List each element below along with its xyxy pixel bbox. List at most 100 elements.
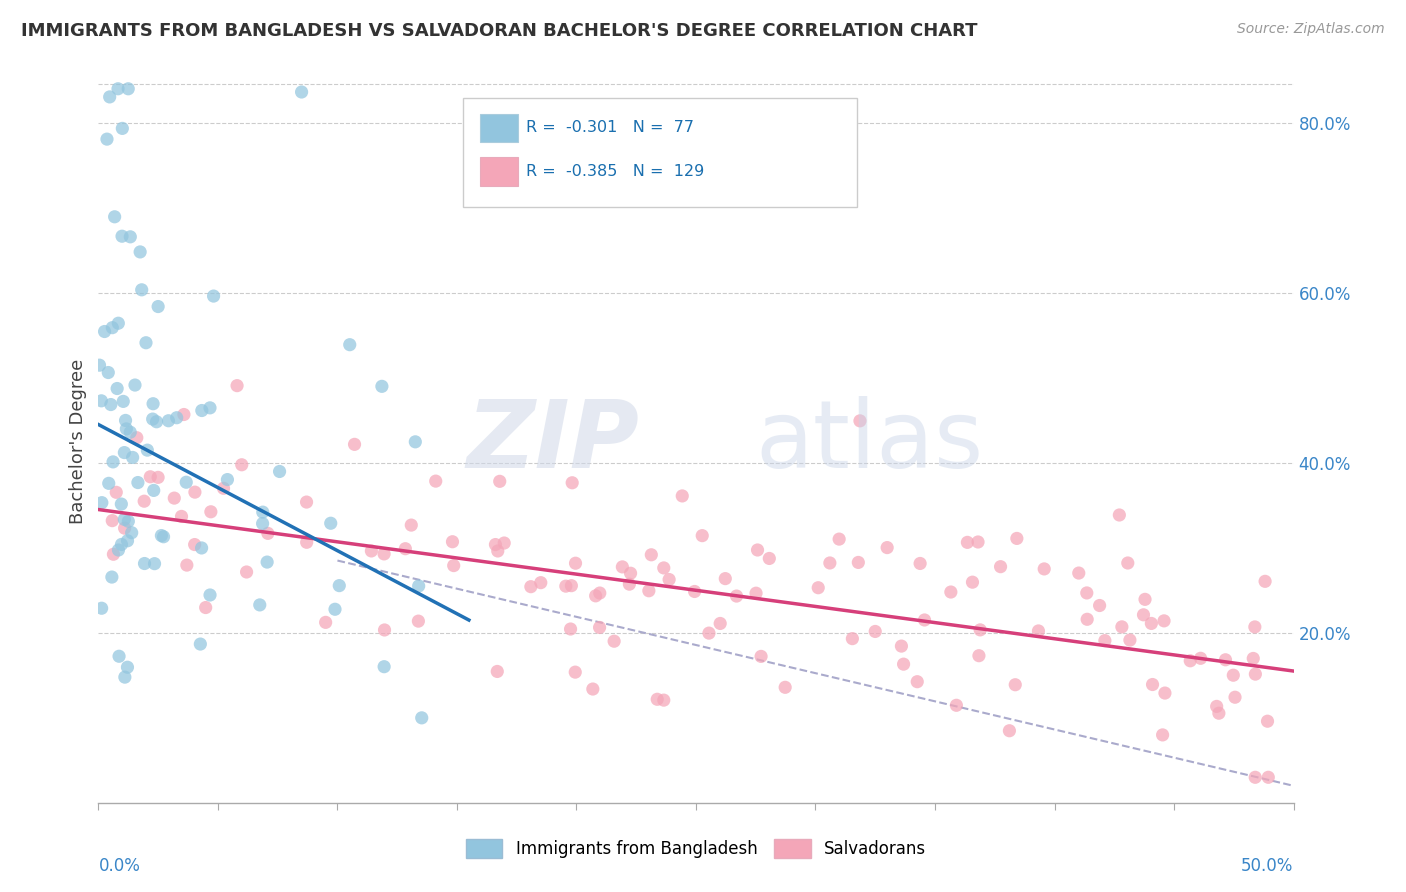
Point xyxy=(876,541,898,555)
FancyBboxPatch shape xyxy=(479,157,517,186)
Point xyxy=(295,495,318,509)
Point xyxy=(295,535,318,549)
Point xyxy=(252,516,274,531)
Point xyxy=(89,358,111,372)
Point xyxy=(166,410,188,425)
Point xyxy=(905,674,928,689)
Point xyxy=(1257,770,1279,784)
Point xyxy=(371,379,394,393)
Point xyxy=(1254,574,1277,589)
Point xyxy=(202,289,225,303)
Point xyxy=(645,692,668,706)
Point xyxy=(612,560,634,574)
Point xyxy=(582,681,605,696)
Point xyxy=(101,320,124,334)
Point xyxy=(956,535,979,549)
Point xyxy=(134,557,156,571)
Point xyxy=(1223,690,1246,705)
Point xyxy=(145,415,167,429)
Legend: Immigrants from Bangladesh, Salvadorans: Immigrants from Bangladesh, Salvadorans xyxy=(457,830,935,867)
Point xyxy=(697,626,720,640)
Point xyxy=(1243,620,1265,634)
Point xyxy=(200,505,222,519)
Point xyxy=(640,548,662,562)
Point xyxy=(231,458,253,472)
Point xyxy=(117,533,139,548)
Point xyxy=(257,526,280,541)
Point xyxy=(1241,651,1264,665)
Point xyxy=(1180,654,1202,668)
Point xyxy=(1140,616,1163,631)
Text: 0.0%: 0.0% xyxy=(98,857,141,875)
Point xyxy=(110,537,132,551)
Point xyxy=(373,547,395,561)
Point xyxy=(1244,770,1267,784)
Point xyxy=(749,649,772,664)
Point xyxy=(893,657,915,672)
Point xyxy=(408,579,430,593)
Point xyxy=(142,412,165,426)
Point xyxy=(315,615,337,630)
Point xyxy=(1067,566,1090,580)
Point xyxy=(1004,678,1026,692)
Point xyxy=(1005,532,1028,546)
Point xyxy=(134,494,156,508)
Text: R =  -0.301   N =  77: R = -0.301 N = 77 xyxy=(526,120,695,136)
Point xyxy=(101,514,124,528)
Point xyxy=(101,455,124,469)
Point xyxy=(115,422,138,436)
Point xyxy=(554,579,576,593)
Point xyxy=(709,616,731,631)
Point xyxy=(103,547,125,561)
Point xyxy=(603,634,626,648)
Point xyxy=(1208,706,1230,721)
Point xyxy=(107,316,129,330)
Point xyxy=(100,398,122,412)
Point xyxy=(1189,651,1212,665)
Point xyxy=(93,325,115,339)
Point xyxy=(125,431,148,445)
Point xyxy=(404,434,426,449)
Point xyxy=(190,541,212,555)
Point xyxy=(127,475,149,490)
Point xyxy=(1119,633,1142,648)
Point xyxy=(714,572,737,586)
Point xyxy=(1111,620,1133,634)
Point xyxy=(690,529,713,543)
Point xyxy=(890,639,912,653)
Point xyxy=(131,283,153,297)
Point xyxy=(226,378,249,392)
Point xyxy=(139,470,162,484)
Point xyxy=(373,623,395,637)
Point xyxy=(184,485,207,500)
Point xyxy=(394,541,416,556)
Point xyxy=(97,476,120,491)
Point xyxy=(114,413,136,427)
Point xyxy=(114,670,136,684)
Point xyxy=(637,583,659,598)
Point xyxy=(725,589,748,603)
Point xyxy=(560,622,582,636)
Text: atlas: atlas xyxy=(756,395,984,488)
Point xyxy=(105,485,128,500)
Point xyxy=(914,613,936,627)
Point xyxy=(117,660,139,674)
Point xyxy=(1257,714,1279,729)
Point xyxy=(107,543,129,558)
Point xyxy=(339,337,361,351)
Point xyxy=(170,509,193,524)
Point xyxy=(828,532,851,546)
Point xyxy=(142,483,165,498)
Point xyxy=(408,614,430,628)
Point xyxy=(1033,562,1056,576)
Point xyxy=(962,575,984,590)
Point xyxy=(117,82,139,96)
Point xyxy=(252,505,274,519)
Point xyxy=(97,366,120,380)
Point xyxy=(124,378,146,392)
FancyBboxPatch shape xyxy=(463,98,858,207)
Point xyxy=(939,585,962,599)
Point xyxy=(990,559,1012,574)
Point xyxy=(658,573,681,587)
Point xyxy=(343,437,366,451)
